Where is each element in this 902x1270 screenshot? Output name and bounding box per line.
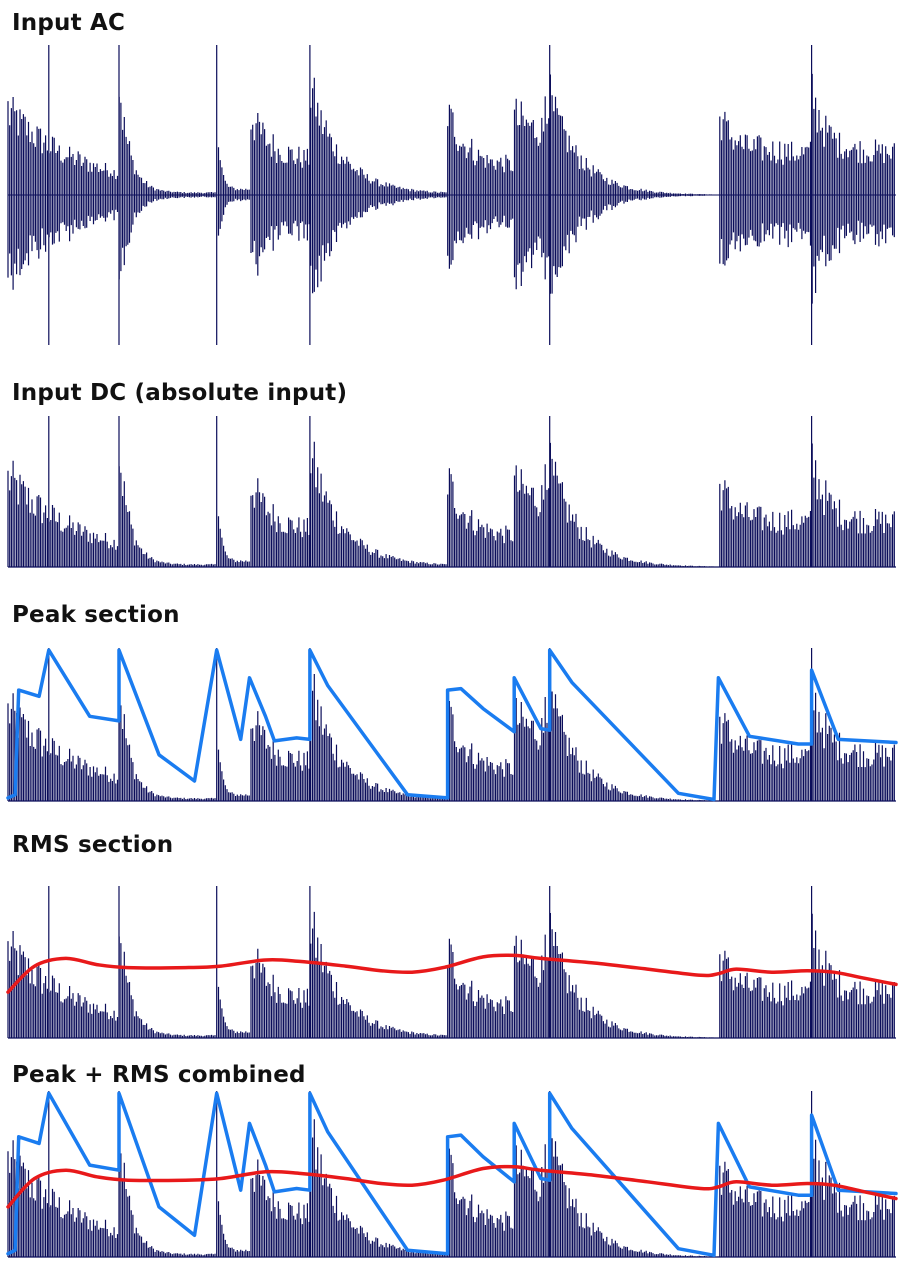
waveform-strokes <box>7 1091 895 1257</box>
peak-envelope-line <box>6 648 898 802</box>
panel-title: Input AC <box>12 10 126 36</box>
panel-title: RMS section <box>12 832 174 858</box>
panel-peak-section: Peak section <box>0 600 902 820</box>
waveform-plot-ac <box>7 45 896 345</box>
waveform <box>7 1091 896 1258</box>
waveform-plot-peak <box>6 648 898 802</box>
waveform <box>7 416 896 568</box>
rms-envelope-line <box>6 953 898 994</box>
panel-title: Input DC (absolute input) <box>12 380 348 406</box>
panel-title: Peak + RMS combined <box>12 1062 306 1088</box>
panel-input-ac: Input AC <box>0 0 902 362</box>
panel-title: Peak section <box>12 602 180 628</box>
waveform <box>7 648 896 802</box>
waveform-strokes <box>7 886 895 1038</box>
peak-envelope-line <box>6 1091 898 1258</box>
waveform <box>7 45 896 345</box>
waveform-plot-combined <box>6 1091 898 1258</box>
panel-rms-section: RMS section <box>0 830 902 1050</box>
rms-envelope-line <box>6 1164 898 1209</box>
waveform <box>7 886 896 1039</box>
waveform-plot-rms <box>6 886 898 1039</box>
panel-input-dc: Input DC (absolute input) <box>0 370 902 592</box>
waveform-strokes <box>7 648 895 801</box>
waveform-plot-dc <box>7 416 896 568</box>
waveform-strokes <box>7 416 895 567</box>
panel-peak-rms-combined: Peak + RMS combined <box>0 1060 902 1270</box>
